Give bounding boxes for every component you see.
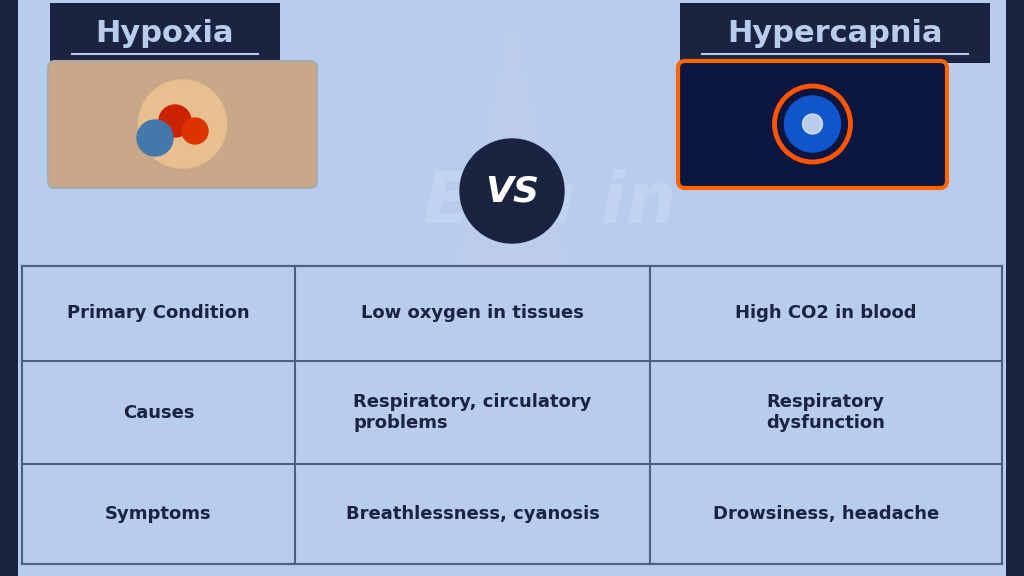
Text: VS: VS <box>485 174 539 208</box>
Text: Hypercapnia: Hypercapnia <box>727 18 943 47</box>
FancyBboxPatch shape <box>0 0 18 576</box>
Text: Causes: Causes <box>123 404 195 422</box>
FancyBboxPatch shape <box>680 3 990 63</box>
Text: Hypoxia: Hypoxia <box>96 18 234 47</box>
FancyBboxPatch shape <box>678 61 947 188</box>
Text: High CO2 in blood: High CO2 in blood <box>735 305 916 323</box>
Text: Respiratory, circulatory
problems: Respiratory, circulatory problems <box>353 393 592 432</box>
Text: Symptoms: Symptoms <box>105 505 212 523</box>
Text: Drowsiness, headache: Drowsiness, headache <box>713 505 939 523</box>
Circle shape <box>137 120 173 156</box>
Text: Respiratory
dysfunction: Respiratory dysfunction <box>767 393 886 432</box>
Circle shape <box>159 105 191 137</box>
Polygon shape <box>450 16 574 296</box>
FancyBboxPatch shape <box>1006 0 1024 576</box>
Text: Low oxygen in tissues: Low oxygen in tissues <box>361 305 584 323</box>
Text: Primary Condition: Primary Condition <box>68 305 250 323</box>
Circle shape <box>460 139 564 243</box>
Circle shape <box>138 80 226 168</box>
FancyBboxPatch shape <box>48 61 317 188</box>
FancyBboxPatch shape <box>22 266 1002 564</box>
Circle shape <box>803 114 822 134</box>
FancyBboxPatch shape <box>50 3 280 63</box>
Circle shape <box>784 96 841 152</box>
Circle shape <box>182 118 208 144</box>
Text: Breathlessness, cyanosis: Breathlessness, cyanosis <box>345 505 599 523</box>
Text: Edu in: Edu in <box>423 169 677 238</box>
